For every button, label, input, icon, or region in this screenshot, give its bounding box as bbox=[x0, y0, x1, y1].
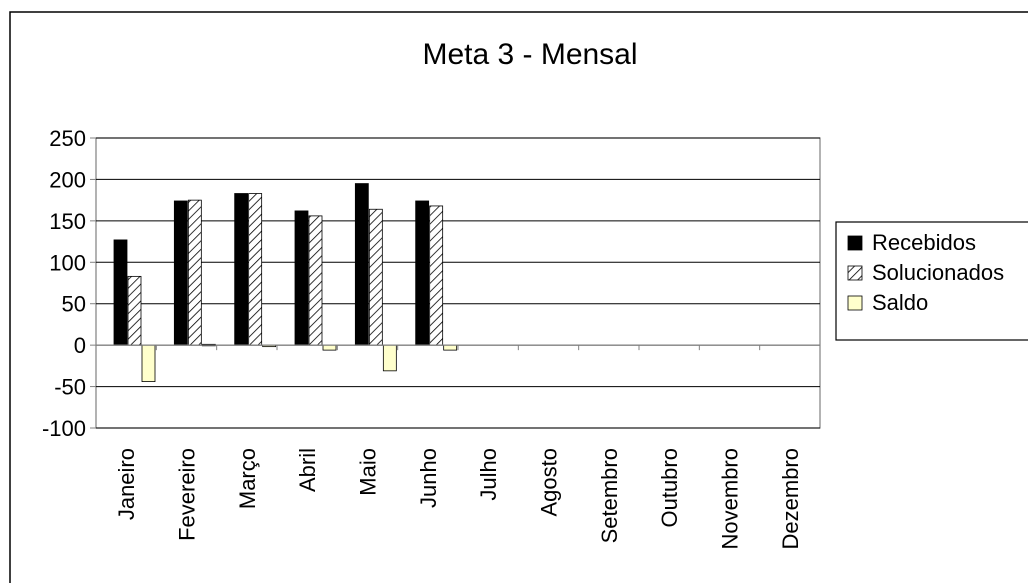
bar-recebidos-janeiro bbox=[113, 239, 128, 346]
bar-recebidos-março bbox=[234, 193, 249, 346]
x-tick-label: Outubro bbox=[657, 448, 682, 528]
legend-label-solucionados: Solucionados bbox=[872, 260, 1004, 285]
bar-solucionados-maio bbox=[368, 208, 383, 346]
chart-title: Meta 3 - Mensal bbox=[422, 38, 637, 71]
legend-label-recebidos: Recebidos bbox=[872, 230, 976, 255]
x-tick-label: Setembro bbox=[597, 448, 622, 543]
legend-swatch-saldo bbox=[847, 295, 863, 311]
bar-recebidos-fevereiro bbox=[173, 200, 188, 346]
x-tick-label: Fevereiro bbox=[175, 448, 200, 541]
x-tick-label: Agosto bbox=[537, 448, 562, 517]
legend-box bbox=[835, 221, 1028, 341]
x-tick-label: Julho bbox=[476, 448, 501, 501]
bar-solucionados-março bbox=[248, 193, 263, 346]
plot-frame bbox=[95, 137, 821, 429]
x-tick-label: Novembro bbox=[718, 448, 743, 549]
legend-label-saldo: Saldo bbox=[872, 290, 928, 315]
bar-solucionados-abril bbox=[308, 215, 323, 346]
legend: Recebidos Solucionados Saldo bbox=[835, 221, 1028, 341]
x-tick-label: Maio bbox=[356, 448, 381, 496]
legend-swatch-solucionados bbox=[847, 265, 863, 281]
bar-solucionados-fevereiro bbox=[187, 199, 202, 346]
bar-saldo-maio bbox=[382, 344, 397, 372]
plot-area: -100 -50 0 50 100 150 200 250 Janeiro Fevereiro Ma… bbox=[42, 126, 821, 549]
bar-solucionados-junho bbox=[429, 205, 444, 346]
y-tick-label: -100 bbox=[42, 416, 86, 441]
y-tick-label: 200 bbox=[49, 167, 86, 192]
bar-saldo-janeiro bbox=[141, 344, 156, 382]
bar-solucionados-janeiro bbox=[127, 275, 142, 346]
y-tick-label: 50 bbox=[62, 292, 86, 317]
y-tick-label: 150 bbox=[49, 209, 86, 234]
x-tick-label: Março bbox=[235, 448, 260, 509]
y-tick-label: 100 bbox=[49, 250, 86, 275]
bar-recebidos-abril bbox=[294, 210, 309, 346]
bar-saldo-junho bbox=[443, 344, 458, 351]
x-tick-label: Dezembro bbox=[778, 448, 803, 549]
legend-swatch-recebidos bbox=[847, 235, 863, 251]
bar-recebidos-maio bbox=[354, 183, 369, 346]
y-tick-label: 250 bbox=[49, 126, 86, 151]
y-tick-label: 0 bbox=[74, 333, 86, 358]
bar-recebidos-junho bbox=[415, 200, 430, 346]
x-tick-label: Junho bbox=[416, 448, 441, 508]
x-tick-label: Abril bbox=[295, 448, 320, 492]
x-tick-label: Janeiro bbox=[114, 448, 139, 520]
bar-saldo-abril bbox=[322, 344, 337, 351]
y-tick-label: -50 bbox=[54, 375, 86, 400]
